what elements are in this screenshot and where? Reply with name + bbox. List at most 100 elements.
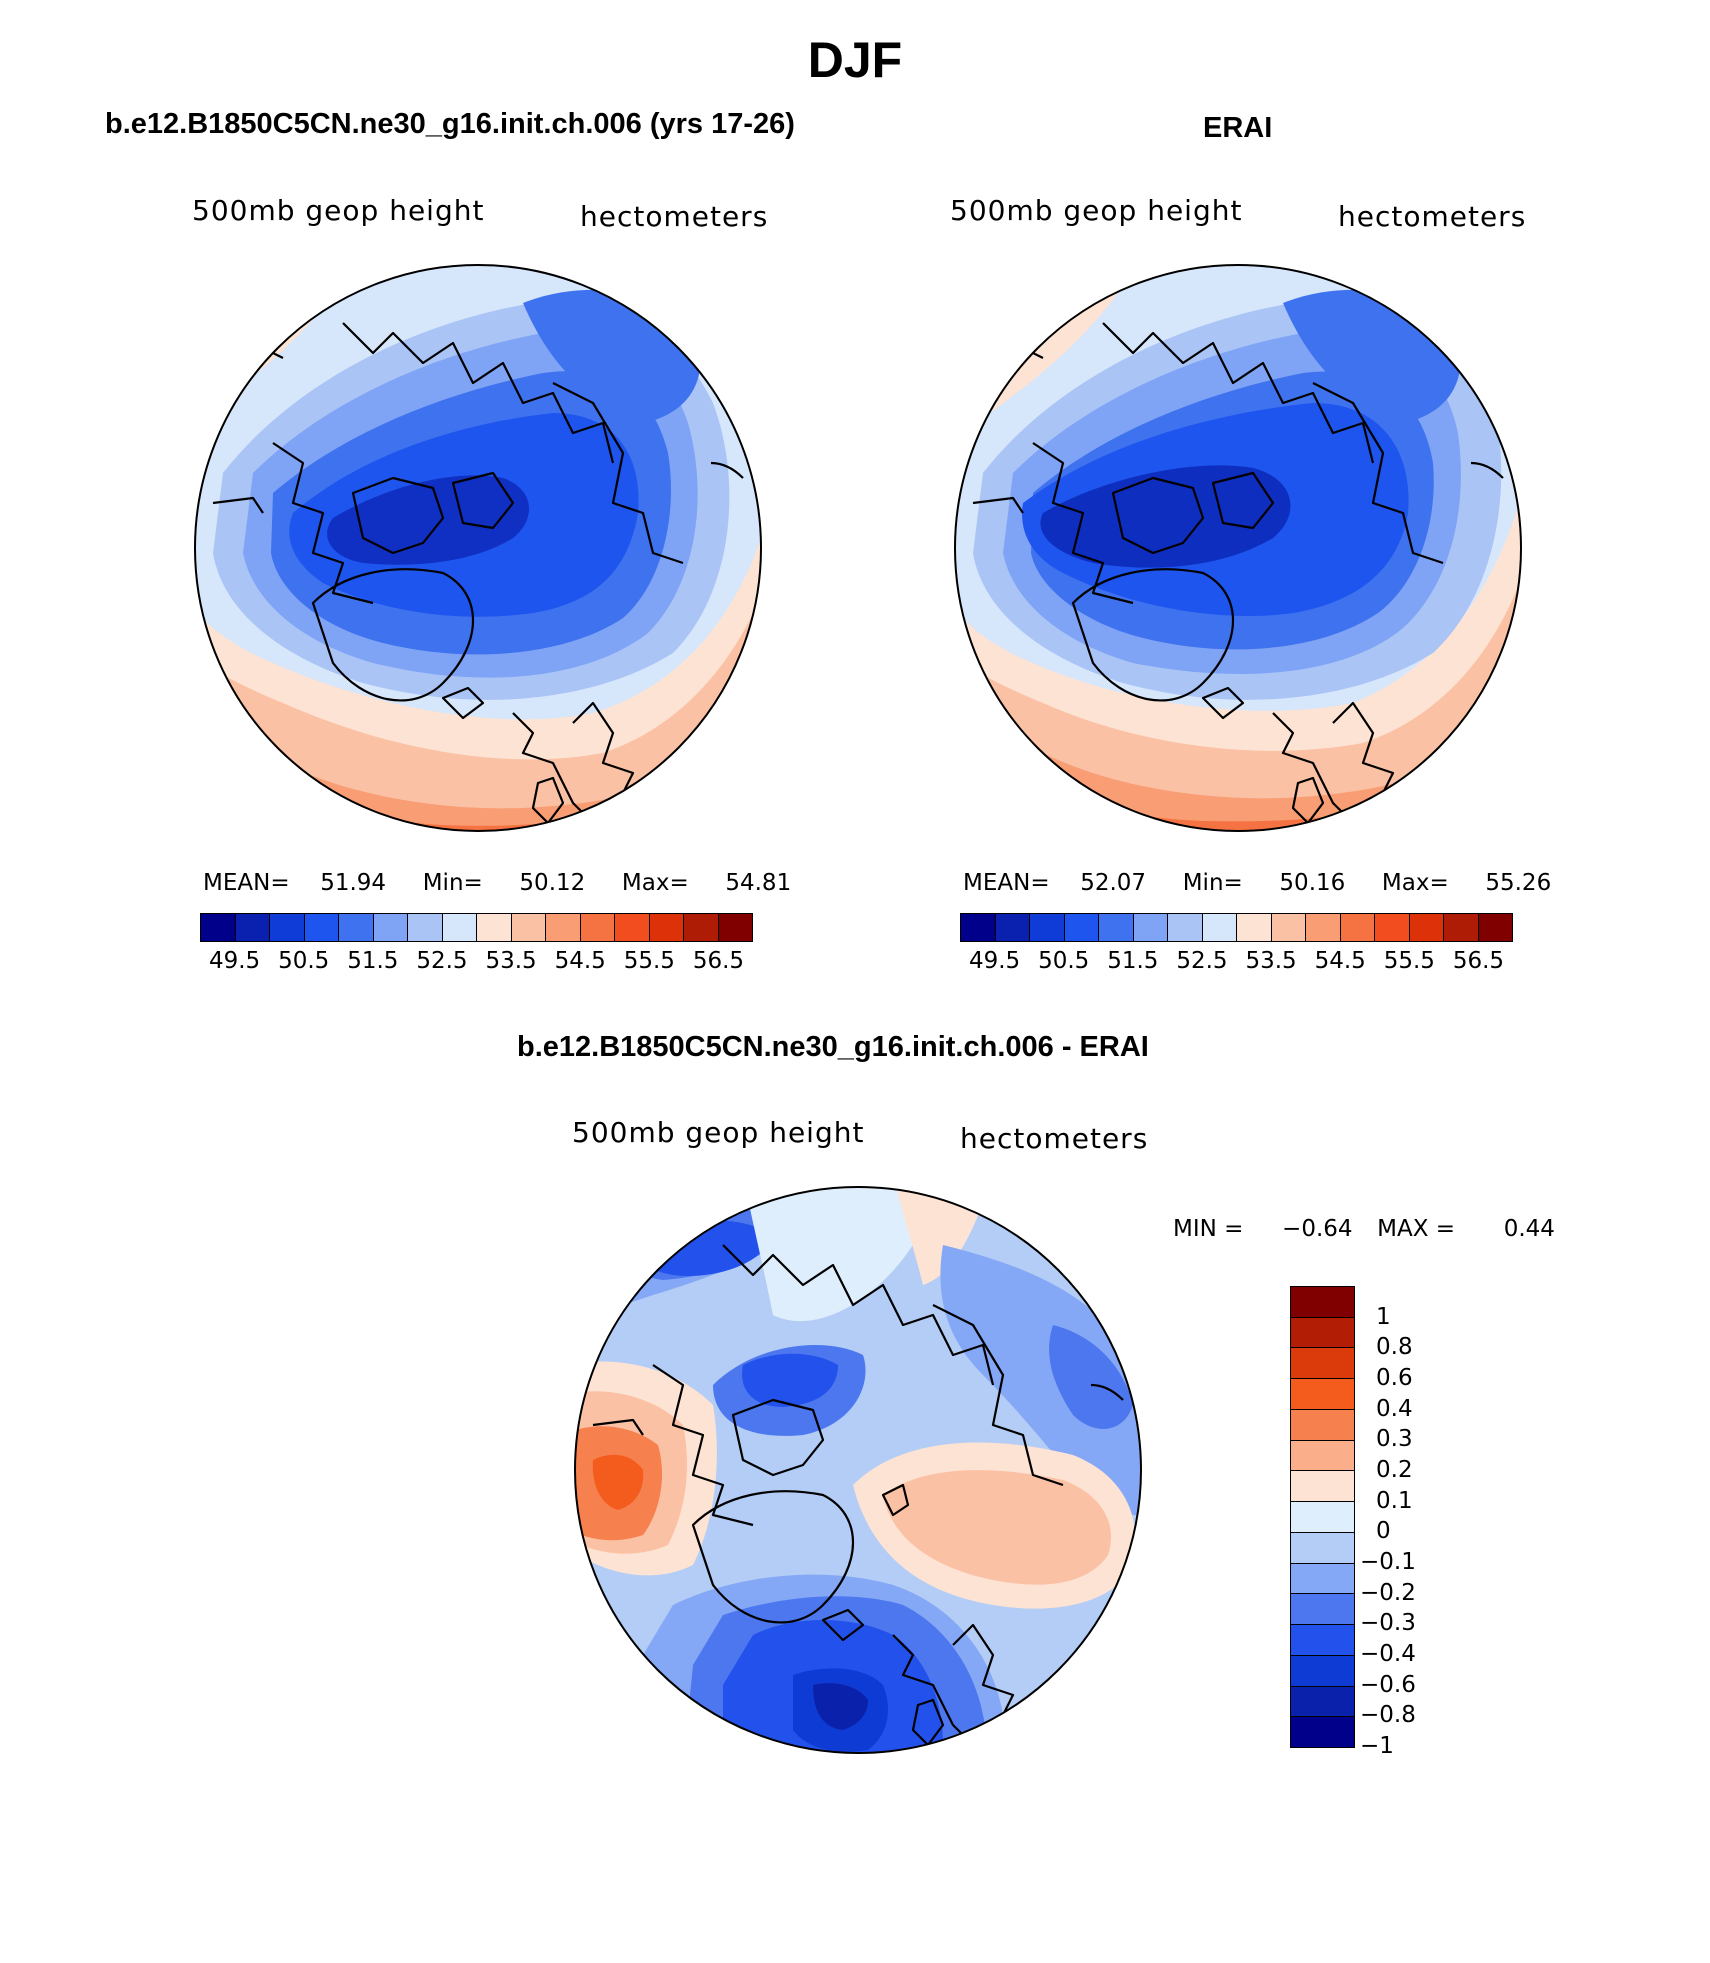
obs-colorbar-swatch [1202, 914, 1237, 941]
obs-colorbar-tick-label: 55.5 [1383, 948, 1435, 974]
obs-colorbar-swatch [1444, 914, 1479, 941]
obs-colorbar-swatch [1099, 914, 1134, 941]
obs-mean-value: 52.07 [1080, 870, 1147, 896]
model-colorbar-swatch [684, 914, 719, 941]
obs-colorbar-swatch [995, 914, 1030, 941]
model-colorbar-swatches [200, 913, 753, 942]
obs-colorbar-swatch [1064, 914, 1099, 941]
model-left-string: 500mb geop height [192, 194, 485, 227]
model-right-string: hectometers [580, 200, 769, 233]
model-colorbar-swatch [235, 914, 270, 941]
diff-colorbar-tick-label: 0.2 [1376, 1457, 1413, 1483]
main-title: DJF [807, 32, 903, 88]
obs-colorbar-swatch [1030, 914, 1065, 941]
diff-colorbar-swatch [1291, 1440, 1354, 1472]
obs-colorbar-swatch [1409, 914, 1444, 941]
obs-min-value: 50.16 [1279, 870, 1346, 896]
model-colorbar-swatch [408, 914, 443, 941]
obs-colorbar-swatch [1375, 914, 1410, 941]
diff-colorbar-tick-label: 1 [1376, 1303, 1391, 1330]
diff-panel-title: b.e12.B1850C5CN.ne30_g16.init.ch.006 - E… [517, 1031, 1149, 1063]
model-colorbar-swatch [649, 914, 684, 941]
diff-colorbar-tick-label: 0.4 [1376, 1395, 1413, 1422]
diff-colorbar-swatch [1291, 1655, 1354, 1687]
model-colorbar-swatch [511, 914, 546, 941]
obs-max-value: 55.26 [1485, 870, 1552, 896]
obs-colorbar-tick-label: 53.5 [1245, 948, 1297, 974]
diff-colorbar-swatch [1291, 1717, 1354, 1748]
model-colorbar-swatch [373, 914, 408, 941]
diff-stats: MIN = −0.64 MAX = 0.44 [1173, 1216, 1555, 1242]
model-colorbar: 49.5 50.5 51.5 52.5 53.5 54.5 55.5 56.5 [200, 913, 753, 974]
diff-colorbar-ticks: 1 0.8 0.6 0.4 0.3 0.2 0.1 0 −0.1 −0.2 −0.3 −0.4 −0.6… [1360, 1286, 1460, 1759]
diff-colorbar-swatch [1291, 1317, 1354, 1349]
diff-colorbar-swatch [1291, 1502, 1354, 1533]
diff-colorbar-tick-label: 0 [1376, 1518, 1391, 1545]
obs-colorbar-tick-label: 56.5 [1452, 948, 1505, 974]
diff-colorbar-tick-label: −0.1 [1360, 1549, 1416, 1575]
diff-colorbar-swatch [1291, 1532, 1354, 1564]
model-colorbar-swatch [615, 914, 650, 941]
model-colorbar-swatch [339, 914, 374, 941]
diff-colorbar-tick-label: −0.8 [1360, 1702, 1416, 1729]
model-stats: MEAN= 51.94 Min= 50.12 Max= 54.81 [203, 870, 791, 896]
obs-colorbar-swatch [1168, 914, 1203, 941]
model-colorbar-swatch [477, 914, 512, 941]
diff-colorbar-swatch [1291, 1686, 1354, 1718]
obs-left-string: 500mb geop height [950, 194, 1243, 227]
obs-colorbar-tick-label: 54.5 [1314, 948, 1366, 974]
model-colorbar-tick-label: 53.5 [485, 948, 537, 974]
diff-colorbar-swatches [1290, 1286, 1355, 1748]
obs-stats: MEAN= 52.07 Min= 50.16 Max= 55.26 [963, 870, 1551, 896]
model-colorbar-swatch [270, 914, 305, 941]
diff-colorbar-swatch [1291, 1409, 1354, 1441]
model-max-value: 54.81 [725, 870, 792, 896]
model-panel-title: b.e12.B1850C5CN.ne30_g16.init.ch.006 (yr… [105, 108, 795, 140]
diff-colorbar-tick-label: −0.4 [1360, 1641, 1416, 1667]
obs-min-label: Min= [1182, 870, 1243, 896]
diff-colorbar-swatch [1291, 1287, 1354, 1318]
model-colorbar-tick-label: 52.5 [416, 948, 468, 974]
obs-colorbar-tick-label: 50.5 [1038, 948, 1090, 974]
diff-colorbar-swatch [1291, 1379, 1354, 1410]
obs-colorbar-swatch [1340, 914, 1375, 941]
diff-colorbar-tick-label: 0.3 [1376, 1426, 1413, 1453]
obs-colorbar-ticks: 49.5 50.5 51.5 52.5 53.5 54.5 55.5 56.5 [960, 942, 1513, 974]
obs-colorbar-tick-label: 52.5 [1176, 948, 1228, 974]
diff-colorbar-tick-label: 0.8 [1376, 1334, 1413, 1361]
obs-max-label: Max= [1381, 870, 1449, 896]
obs-colorbar-tick-label: 49.5 [968, 948, 1021, 974]
obs-colorbar-swatch [1306, 914, 1341, 941]
model-mean-value: 51.94 [320, 870, 387, 896]
model-colorbar-tick-label: 55.5 [623, 948, 675, 974]
model-min-label: Min= [422, 870, 483, 896]
obs-colorbar-swatch [1237, 914, 1272, 941]
obs-colorbar: 49.5 50.5 51.5 52.5 53.5 54.5 55.5 56.5 [960, 913, 1513, 974]
diff-colorbar-tick-label: −1 [1360, 1733, 1394, 1759]
model-mean-label: MEAN= [203, 870, 290, 896]
obs-colorbar-swatch [1133, 914, 1168, 941]
obs-colorbar-swatch [1271, 914, 1306, 941]
diff-colorbar-tick-label: −0.3 [1360, 1610, 1416, 1637]
obs-polar-map [954, 264, 1522, 832]
model-colorbar-swatch [718, 914, 752, 941]
obs-right-string: hectometers [1338, 200, 1527, 233]
model-max-label: Max= [621, 870, 689, 896]
obs-colorbar-swatch [1478, 914, 1512, 941]
model-min-value: 50.12 [519, 870, 586, 896]
model-colorbar-swatch [580, 914, 615, 941]
diff-polar-map [574, 1186, 1142, 1754]
obs-colorbar-swatch [961, 914, 996, 941]
model-colorbar-swatch [442, 914, 477, 941]
model-colorbar-tick-label: 51.5 [347, 948, 399, 974]
diff-max-value: 0.44 [1503, 1216, 1555, 1242]
obs-panel-title: ERAI [1203, 112, 1273, 144]
diff-colorbar-swatch [1291, 1563, 1354, 1595]
diff-colorbar-swatch [1291, 1594, 1354, 1626]
obs-mean-label: MEAN= [963, 870, 1050, 896]
model-colorbar-swatch [304, 914, 339, 941]
diff-colorbar-swatch [1291, 1471, 1354, 1503]
model-colorbar-swatch [201, 914, 236, 941]
diff-colorbar-tick-label: 0.1 [1376, 1487, 1413, 1514]
diff-max-label: MAX = [1377, 1216, 1456, 1242]
